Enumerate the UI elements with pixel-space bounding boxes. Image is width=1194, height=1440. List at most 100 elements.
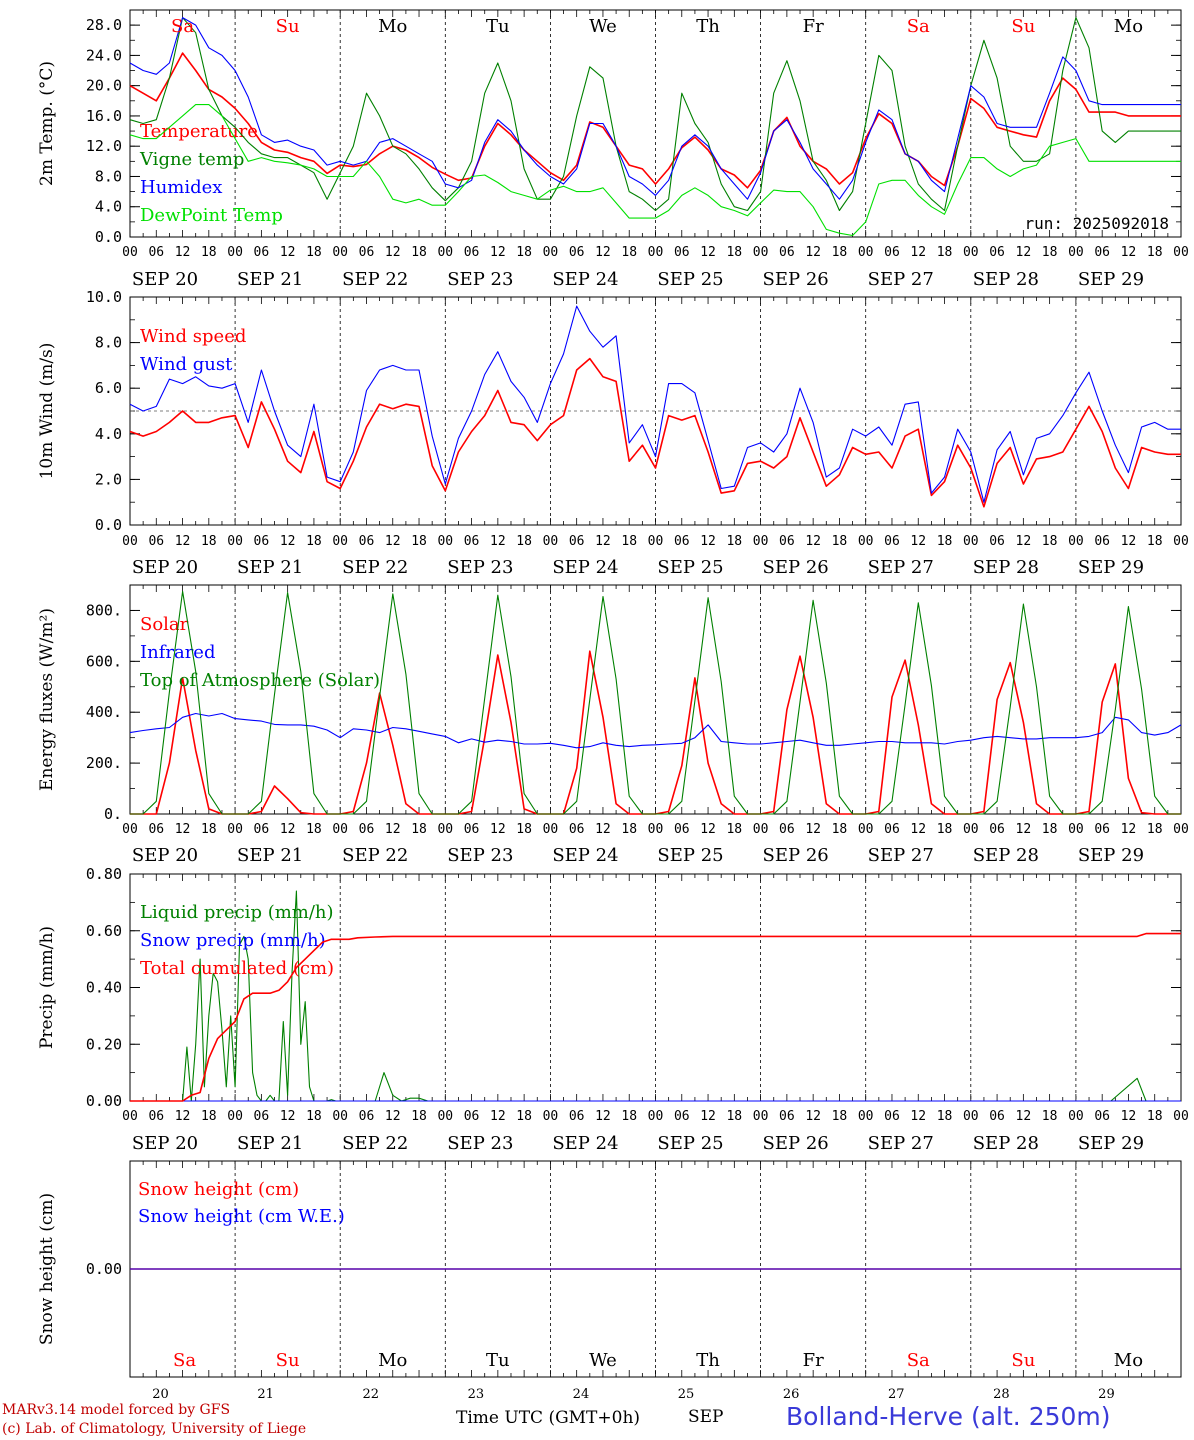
date-label: SEP 26 [763, 845, 829, 866]
hour-tick-label: 00 [437, 1109, 453, 1124]
hour-tick-label: 12 [490, 822, 506, 837]
hour-tick-label: 12 [280, 534, 296, 549]
hour-tick-label: 00 [332, 245, 348, 260]
hour-tick-label: 12 [175, 822, 191, 837]
day-name-label: Tu [486, 16, 510, 37]
hour-tick-label: 12 [385, 534, 401, 549]
hour-tick-label: 06 [148, 245, 164, 260]
hour-tick-label: 06 [254, 822, 270, 837]
hour-tick-label: 06 [779, 245, 795, 260]
x-axis-title: Time UTC (GMT+0h) [456, 1408, 641, 1428]
hour-tick-label: 18 [516, 822, 532, 837]
hour-tick-label: 00 [543, 1109, 559, 1124]
day-number-label: 29 [1098, 1387, 1115, 1402]
hour-tick-label: 18 [937, 822, 953, 837]
hour-tick-label: 00 [753, 1109, 769, 1124]
hour-tick-label: 00 [753, 245, 769, 260]
date-label: SEP 29 [1078, 557, 1144, 578]
hour-tick-label: 06 [674, 822, 690, 837]
y-tick-label: 0.00 [86, 1260, 122, 1278]
hour-tick-label: 18 [726, 245, 742, 260]
hour-tick-label: 18 [516, 245, 532, 260]
date-label: SEP 21 [237, 1133, 303, 1154]
y-tick-label: 8.0 [95, 167, 122, 185]
legend-entry: Wind speed [140, 326, 246, 347]
date-label: SEP 25 [657, 269, 723, 290]
date-label: SEP 27 [868, 1133, 934, 1154]
hour-tick-label: 06 [884, 245, 900, 260]
hour-tick-label: 18 [411, 534, 427, 549]
hour-tick-label: 12 [1016, 822, 1032, 837]
hour-tick-label: 00 [122, 245, 138, 260]
legend-entry: Snow precip (mm/h) [140, 930, 326, 951]
hour-tick-label: 12 [1121, 1109, 1137, 1124]
hour-tick-label: 12 [910, 534, 926, 549]
hour-tick-label: 12 [910, 822, 926, 837]
date-label: SEP 20 [132, 557, 198, 578]
day-name-label: Sa [907, 16, 930, 37]
y-tick-label: 0.0 [95, 228, 122, 246]
date-label: SEP 24 [552, 269, 618, 290]
y-tick-label: 0.60 [86, 922, 122, 940]
hour-tick-label: 12 [280, 245, 296, 260]
day-number-label: 20 [152, 1387, 169, 1402]
hour-tick-label: 12 [595, 822, 611, 837]
hour-tick-label: 18 [201, 822, 217, 837]
hour-tick-label: 12 [175, 245, 191, 260]
y-tick-label: 0. [104, 805, 122, 823]
hour-tick-label: 06 [884, 534, 900, 549]
date-label: SEP 22 [342, 269, 408, 290]
legend-entry: Vigne temp [139, 149, 244, 170]
y-tick-label: 20.0 [86, 77, 122, 95]
hour-tick-label: 12 [1016, 1109, 1032, 1124]
y-tick-label: 400. [86, 703, 122, 721]
day-name-label: Mo [378, 1350, 407, 1371]
legend-entry: Wind gust [140, 354, 233, 375]
day-name-label: Tu [486, 1350, 510, 1371]
day-name-label: Fr [803, 1350, 824, 1371]
hour-tick-label: 12 [595, 534, 611, 549]
date-label: SEP 26 [763, 557, 829, 578]
hour-tick-label: 18 [621, 245, 637, 260]
y-tick-label: 24.0 [86, 46, 122, 64]
y-tick-label: 8.0 [95, 334, 122, 352]
series-line-flux-2 [130, 590, 1181, 815]
hour-tick-label: 12 [805, 534, 821, 549]
hour-tick-label: 00 [122, 822, 138, 837]
y-tick-label: 0.40 [86, 979, 122, 997]
hour-tick-label: 06 [359, 822, 375, 837]
hour-tick-label: 06 [1094, 245, 1110, 260]
hour-tick-label: 18 [411, 245, 427, 260]
y-axis-label: 2m Temp. (°C) [37, 61, 57, 186]
date-label: SEP 25 [657, 557, 723, 578]
hour-tick-label: 12 [805, 1109, 821, 1124]
hour-tick-label: 00 [1068, 245, 1084, 260]
hour-tick-label: 00 [963, 245, 979, 260]
y-tick-label: 600. [86, 652, 122, 670]
hour-tick-label: 18 [516, 1109, 532, 1124]
hour-tick-label: 00 [437, 245, 453, 260]
hour-tick-label: 18 [411, 822, 427, 837]
hour-tick-label: 00 [858, 245, 874, 260]
hour-tick-label: 18 [1042, 822, 1058, 837]
day-name-label: Su [276, 16, 300, 37]
hour-tick-label: 12 [490, 1109, 506, 1124]
hour-tick-label: 06 [989, 1109, 1005, 1124]
series-line-wind-1 [129, 305, 1181, 503]
hour-tick-label: 00 [227, 245, 243, 260]
series-line-wind-0 [129, 357, 1181, 508]
hour-tick-label: 18 [201, 534, 217, 549]
hour-tick-label: 12 [1121, 822, 1137, 837]
hour-tick-label: 18 [832, 534, 848, 549]
hour-tick-label: 00 [332, 822, 348, 837]
hour-tick-label: 06 [464, 245, 480, 260]
hour-tick-label: 00 [963, 1109, 979, 1124]
date-label: SEP 24 [552, 1133, 618, 1154]
hour-tick-label: 00 [543, 534, 559, 549]
hour-tick-label: 18 [306, 534, 322, 549]
month-label: SEP [688, 1407, 724, 1427]
hour-tick-label: 00 [227, 1109, 243, 1124]
hour-tick-label: 18 [306, 1109, 322, 1124]
hour-tick-label: 06 [569, 822, 585, 837]
hour-tick-label: 06 [884, 822, 900, 837]
